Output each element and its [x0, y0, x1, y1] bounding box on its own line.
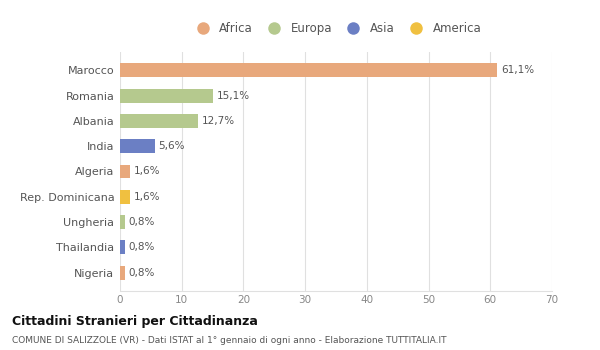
Text: COMUNE DI SALIZZOLE (VR) - Dati ISTAT al 1° gennaio di ogni anno - Elaborazione : COMUNE DI SALIZZOLE (VR) - Dati ISTAT al…	[12, 336, 446, 345]
Text: 15,1%: 15,1%	[217, 91, 250, 100]
Text: 1,6%: 1,6%	[134, 192, 160, 202]
Legend: Africa, Europa, Asia, America: Africa, Europa, Asia, America	[188, 19, 484, 37]
Text: 12,7%: 12,7%	[202, 116, 235, 126]
Bar	[120, 215, 125, 229]
Bar	[120, 266, 125, 280]
Text: 61,1%: 61,1%	[501, 65, 534, 75]
Text: 0,8%: 0,8%	[128, 217, 155, 227]
Bar	[120, 114, 199, 128]
Bar	[120, 240, 125, 254]
Bar	[120, 63, 497, 77]
Text: Cittadini Stranieri per Cittadinanza: Cittadini Stranieri per Cittadinanza	[12, 315, 258, 328]
Bar	[120, 190, 130, 204]
Text: 0,8%: 0,8%	[128, 268, 155, 278]
Bar	[120, 139, 155, 153]
Text: 5,6%: 5,6%	[158, 141, 185, 151]
Text: 0,8%: 0,8%	[128, 243, 155, 252]
Bar	[120, 89, 213, 103]
Bar	[120, 164, 130, 178]
Text: 1,6%: 1,6%	[134, 167, 160, 176]
